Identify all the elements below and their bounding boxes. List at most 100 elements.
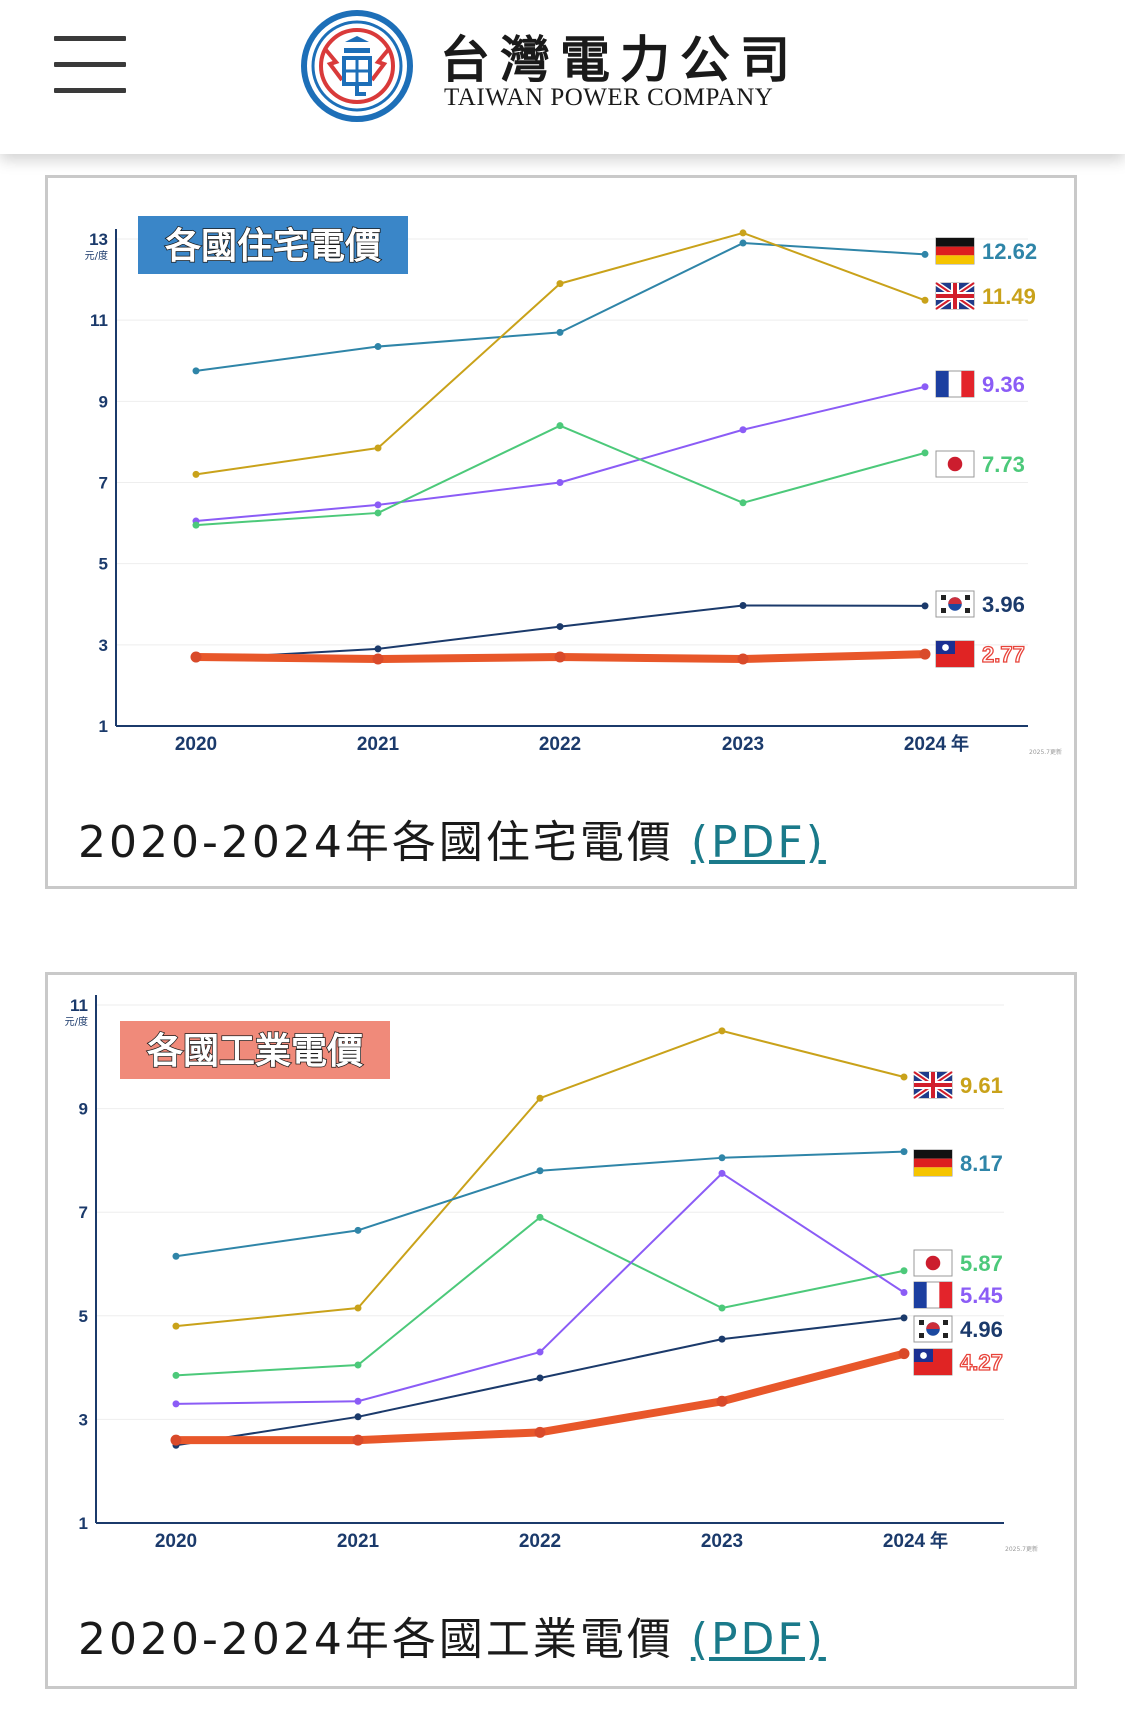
data-point <box>374 343 382 351</box>
data-point <box>372 653 384 665</box>
data-point <box>536 1374 544 1382</box>
data-point <box>374 501 382 509</box>
data-point <box>739 601 747 609</box>
x-tick-label: 2023 <box>722 734 764 755</box>
korea-flag-icon <box>913 1315 953 1343</box>
chart-title-box <box>120 1021 390 1079</box>
data-point <box>172 1371 180 1379</box>
residential-caption: 2020-2024年各國住宅電價 (PDF) <box>78 806 826 870</box>
x-tick-label: 2021 <box>337 1531 380 1552</box>
x-unit-label: 年 <box>930 1530 948 1552</box>
x-tick-label: 2022 <box>539 734 581 755</box>
data-point <box>374 645 382 653</box>
series-value-label: 2.77 <box>982 642 1025 667</box>
data-point <box>718 1335 726 1343</box>
data-point <box>192 367 200 375</box>
residential-price-card: 1 3 5 7 9 11 13 元/度 2020 2021 2022 2023 2024 年 2025.7更… <box>45 175 1077 889</box>
footnote: 2025.7更新 <box>1005 1545 1038 1553</box>
y-tick-label: 13 <box>89 230 108 249</box>
data-point <box>900 1148 908 1156</box>
data-point <box>739 426 747 434</box>
industrial-price-chart: 1 3 5 7 9 11元/度 2020 2021 2022 2023 2024 年 2025.7更新 9… <box>65 995 1038 1553</box>
data-point <box>172 1400 180 1408</box>
data-point <box>556 479 564 486</box>
y-unit-label: 元/度 <box>65 1015 88 1028</box>
residential-pdf-link[interactable]: (PDF) <box>690 817 826 868</box>
data-point <box>536 1213 544 1221</box>
data-point <box>374 509 382 517</box>
series-value-label: 5.87 <box>960 1251 1003 1276</box>
brand-logo[interactable]: 台灣電力公司 TAIWAN POWER COMPANY <box>300 10 830 122</box>
data-point <box>352 1434 364 1446</box>
france-flag-icon <box>935 370 975 398</box>
taipower-logo-icon <box>301 10 413 122</box>
data-point <box>536 1094 544 1102</box>
data-point <box>170 1434 182 1446</box>
data-point <box>900 1267 908 1275</box>
data-point <box>921 383 929 391</box>
x-tick-label: 2022 <box>519 1531 561 1552</box>
data-point <box>354 1304 362 1312</box>
data-point <box>737 653 749 665</box>
data-point <box>536 1348 544 1356</box>
germany-flag-icon <box>913 1149 953 1177</box>
chart-title-box <box>138 216 408 274</box>
industrial-caption-text: 2020-2024年各國工業電價 <box>78 1614 674 1665</box>
data-point <box>718 1169 726 1177</box>
y-tick-label: 9 <box>99 392 108 411</box>
data-point <box>536 1167 544 1175</box>
x-tick-label: 2020 <box>155 1531 197 1552</box>
data-point <box>921 449 929 457</box>
data-point <box>718 1304 726 1312</box>
series-value-label: 9.61 <box>960 1073 1003 1098</box>
footnote: 2025.7更新 <box>1029 748 1062 756</box>
data-point <box>554 651 566 663</box>
data-point <box>921 296 929 304</box>
korea-flag-icon <box>935 590 975 618</box>
series-value-label: 7.73 <box>982 452 1025 477</box>
japan-flag-icon <box>913 1249 953 1277</box>
x-tick-label: 2024 <box>904 734 947 755</box>
data-point <box>354 1361 362 1369</box>
taiwan-flag-icon <box>913 1348 953 1376</box>
data-point <box>716 1395 728 1407</box>
data-point <box>739 229 747 237</box>
industrial-pdf-link[interactable]: (PDF) <box>690 1614 826 1665</box>
france-flag-icon <box>913 1281 953 1309</box>
series-value-label: 9.36 <box>982 372 1025 397</box>
y-tick-label: 3 <box>79 1410 88 1429</box>
series-value-label: 12.62 <box>982 239 1037 264</box>
y-unit-label: 元/度 <box>85 249 108 262</box>
data-point <box>919 648 931 660</box>
x-unit-label: 年 <box>951 733 969 755</box>
germany-flag-icon <box>935 237 975 265</box>
data-point <box>354 1413 362 1421</box>
series-value-label: 8.17 <box>960 1151 1003 1176</box>
data-point <box>190 651 202 663</box>
series-line <box>195 604 926 661</box>
x-tick-label: 2024 <box>883 1531 926 1552</box>
data-point <box>534 1426 546 1438</box>
data-point <box>921 602 929 610</box>
data-point <box>172 1252 180 1260</box>
y-tick-label: 3 <box>99 636 108 655</box>
data-point <box>556 280 564 288</box>
data-point <box>354 1226 362 1234</box>
series-line <box>195 385 926 523</box>
data-point <box>556 328 564 336</box>
y-tick-label: 11 <box>90 311 108 330</box>
residential-caption-text: 2020-2024年各國住宅電價 <box>78 817 674 868</box>
y-tick-label: 9 <box>79 1100 88 1119</box>
x-tick-label: 2020 <box>175 734 217 755</box>
data-point <box>739 239 747 247</box>
y-tick-label: 7 <box>99 474 108 493</box>
hamburger-menu-icon[interactable] <box>54 36 126 94</box>
data-point <box>374 444 382 452</box>
data-point <box>898 1348 910 1360</box>
brand-name-en: TAIWAN POWER COMPANY <box>444 84 774 111</box>
y-tick-label: 7 <box>79 1203 88 1222</box>
data-point <box>900 1314 908 1322</box>
data-point <box>354 1397 362 1405</box>
japan-flag-icon <box>935 450 975 478</box>
